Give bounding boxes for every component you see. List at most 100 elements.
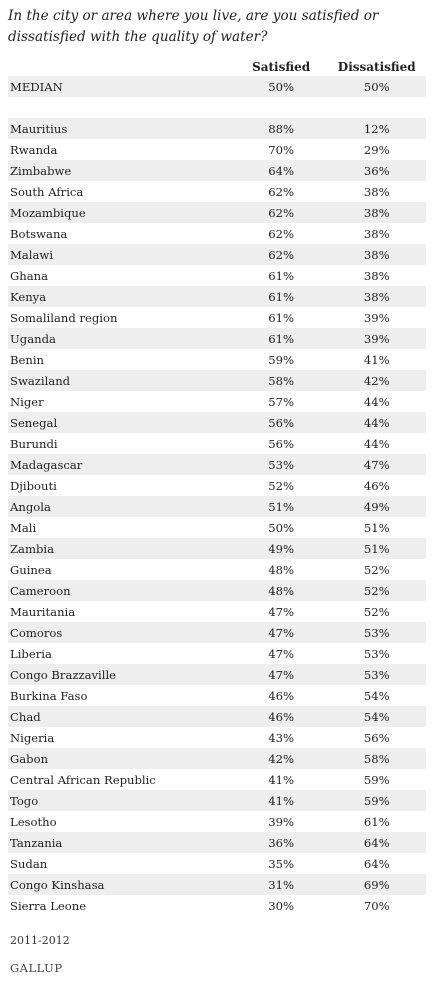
table-row: Cameroon 48% 52% xyxy=(8,580,426,601)
country-name: Togo xyxy=(10,793,39,808)
dissatisfied-value: 38% xyxy=(363,205,390,220)
table-row: Lesotho 39% 61% xyxy=(8,811,426,832)
country-name: Chad xyxy=(10,709,41,724)
dissatisfied-value: 53% xyxy=(363,625,390,640)
dissatisfied-value: 52% xyxy=(363,583,390,598)
dissatisfied-value: 70% xyxy=(363,898,390,913)
table-row: Gabon 42% 58% xyxy=(8,748,426,769)
satisfied-value: 61% xyxy=(268,268,294,283)
country-name: Cameroon xyxy=(10,583,71,598)
country-name: Uganda xyxy=(10,331,56,346)
table-row: Angola 51% 49% xyxy=(8,496,426,517)
table-row: Senegal 56% 44% xyxy=(8,412,426,433)
satisfied-value: 62% xyxy=(268,205,294,220)
country-name: South Africa xyxy=(10,184,84,199)
country-name: Comoros xyxy=(10,625,63,640)
satisfied-value: 57% xyxy=(268,394,294,409)
header-satisfied: Satisfied xyxy=(252,59,311,74)
date-range: 2011-2012 xyxy=(10,934,70,947)
table-row: Zambia 49% 51% xyxy=(8,538,426,559)
satisfied-value: 31% xyxy=(268,877,294,892)
gallup-logo: GALLUP xyxy=(10,961,63,975)
dissatisfied-value: 51% xyxy=(363,541,390,556)
satisfied-value: 47% xyxy=(268,625,294,640)
table-row: Niger 57% 44% xyxy=(8,391,426,412)
country-name: Burundi xyxy=(10,436,58,451)
country-name: Mauritius xyxy=(10,121,68,136)
satisfied-value: 35% xyxy=(268,856,294,871)
satisfied-value: 42% xyxy=(268,751,294,766)
dissatisfied-value: 42% xyxy=(363,373,390,388)
dissatisfied-value: 54% xyxy=(363,688,390,703)
dissatisfied-value: 38% xyxy=(363,289,390,304)
satisfied-value: 48% xyxy=(268,562,294,577)
country-name: Sudan xyxy=(10,856,48,871)
satisfied-value: 62% xyxy=(268,226,294,241)
country-name: Madagascar xyxy=(10,457,83,472)
dissatisfied-value: 36% xyxy=(363,163,390,178)
table-row: Togo 41% 59% xyxy=(8,790,426,811)
satisfied-value: 59% xyxy=(268,352,294,367)
satisfied-value: 41% xyxy=(268,793,294,808)
satisfied-value: 47% xyxy=(268,667,294,682)
dissatisfied-value: 47% xyxy=(363,457,390,472)
country-name: Benin xyxy=(10,352,45,367)
table-row: Mozambique 62% 38% xyxy=(8,202,426,223)
country-name: Djibouti xyxy=(10,478,57,493)
satisfied-value: 64% xyxy=(268,163,294,178)
country-name: Congo Kinshasa xyxy=(10,877,105,892)
satisfied-value: 47% xyxy=(268,604,294,619)
median-label: MEDIAN xyxy=(10,79,63,94)
country-name: Kenya xyxy=(10,289,47,304)
satisfied-value: 58% xyxy=(268,373,294,388)
country-name: Rwanda xyxy=(10,142,58,157)
country-name: Burkina Faso xyxy=(10,688,88,703)
dissatisfied-value: 56% xyxy=(363,730,390,745)
table-row: Liberia 47% 53% xyxy=(8,643,426,664)
dissatisfied-value: 41% xyxy=(363,352,390,367)
dissatisfied-value: 52% xyxy=(363,562,390,577)
country-name: Central African Republic xyxy=(10,772,156,787)
satisfied-value: 52% xyxy=(268,478,294,493)
table-row: Kenya 61% 38% xyxy=(8,286,426,307)
country-name: Somaliland region xyxy=(10,310,118,325)
country-name: Nigeria xyxy=(10,730,55,745)
dissatisfied-value: 38% xyxy=(363,184,390,199)
dissatisfied-value: 38% xyxy=(363,226,390,241)
table-row: Ghana 61% 38% xyxy=(8,265,426,286)
table-row: Nigeria 43% 56% xyxy=(8,727,426,748)
table-row: Tanzania 36% 64% xyxy=(8,832,426,853)
satisfied-value: 61% xyxy=(268,310,294,325)
dissatisfied-value: 29% xyxy=(363,142,390,157)
country-name: Sierra Leone xyxy=(10,898,87,913)
country-name: Mozambique xyxy=(10,205,86,220)
satisfied-value: 56% xyxy=(268,436,294,451)
country-name: Lesotho xyxy=(10,814,57,829)
satisfied-value: 41% xyxy=(268,772,294,787)
dissatisfied-value: 44% xyxy=(363,415,390,430)
dissatisfied-value: 61% xyxy=(363,814,390,829)
satisfied-value: 39% xyxy=(268,814,294,829)
dissatisfied-value: 38% xyxy=(363,268,390,283)
table-row: Comoros 47% 53% xyxy=(8,622,426,643)
table-row: Mauritania 47% 52% xyxy=(8,601,426,622)
table-row: Mali 50% 51% xyxy=(8,517,426,538)
satisfied-value: 53% xyxy=(268,457,294,472)
country-name: Liberia xyxy=(10,646,52,661)
country-name: Malawi xyxy=(10,247,54,262)
country-name: Guinea xyxy=(10,562,52,577)
satisfied-value: 50% xyxy=(268,520,294,535)
table-row: Chad 46% 54% xyxy=(8,706,426,727)
table-row: Burundi 56% 44% xyxy=(8,433,426,454)
table-row: Rwanda 70% 29% xyxy=(8,139,426,160)
satisfied-value: 88% xyxy=(268,121,294,136)
dissatisfied-value: 69% xyxy=(363,877,390,892)
dissatisfied-value: 58% xyxy=(363,751,390,766)
table-row: Guinea 48% 52% xyxy=(8,559,426,580)
country-name: Senegal xyxy=(10,415,58,430)
table-row: Djibouti 52% 46% xyxy=(8,475,426,496)
country-name: Zambia xyxy=(10,541,55,556)
dissatisfied-value: 12% xyxy=(363,121,390,136)
satisfied-value: 36% xyxy=(268,835,294,850)
